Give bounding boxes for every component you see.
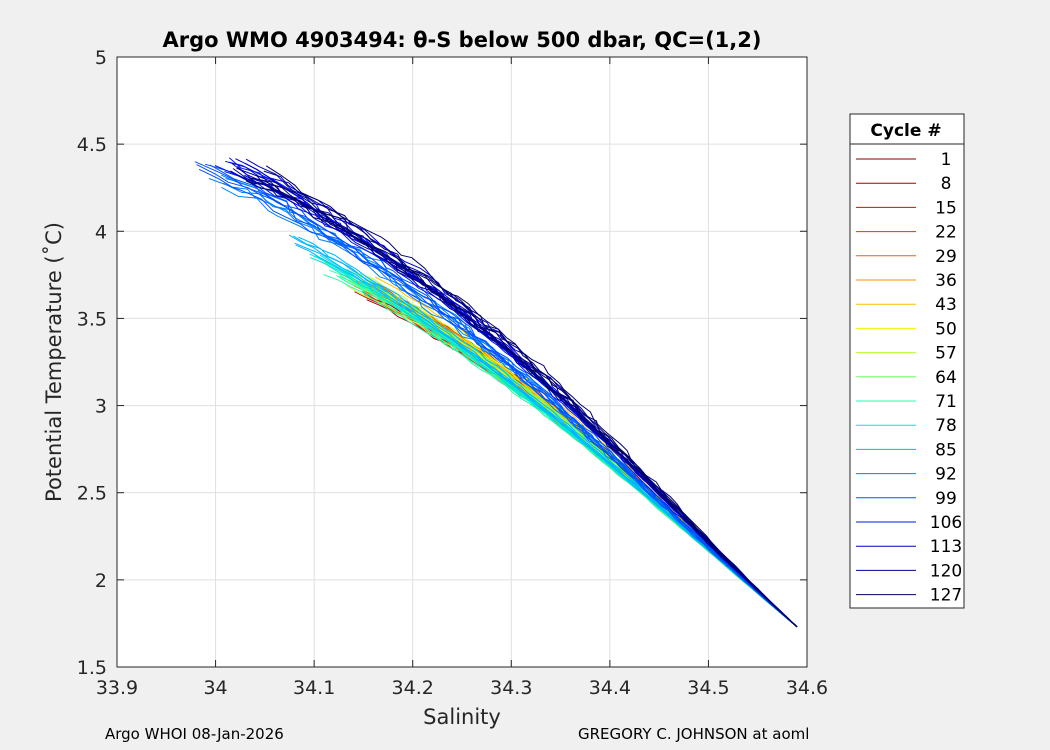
legend-label-cycle-106: 106: [930, 513, 962, 533]
profile-cycle-85: [295, 244, 798, 628]
legend-label-cycle-8: 8: [941, 174, 952, 194]
footer-left: Argo WHOI 08-Jan-2026: [105, 725, 284, 743]
legend-box: [849, 113, 965, 609]
footer-right: GREGORY C. JOHNSON at aoml: [578, 725, 810, 743]
profile-cycle-99: [194, 161, 798, 628]
plot-area: [117, 57, 807, 667]
x-tick-label: 34.6: [786, 677, 828, 699]
legend-label-cycle-1: 1: [941, 150, 952, 170]
x-tick-label: 34.2: [392, 677, 434, 699]
legend-label-cycle-120: 120: [930, 561, 962, 581]
legend: Cycle # 18152229364350576471788592991061…: [849, 113, 965, 609]
legend-label-cycle-71: 71: [935, 392, 957, 412]
y-tick-label: 2: [95, 570, 107, 592]
y-tick-label: 4: [95, 221, 107, 243]
y-tick-label: 3: [95, 396, 107, 418]
legend-label-cycle-127: 127: [930, 586, 962, 606]
legend-label-cycle-50: 50: [935, 319, 957, 339]
legend-label-cycle-15: 15: [935, 198, 957, 218]
y-tick-label: 1.5: [77, 657, 107, 679]
legend-label-cycle-64: 64: [935, 368, 957, 388]
legend-label-cycle-57: 57: [935, 344, 957, 364]
legend-label-cycle-78: 78: [935, 416, 957, 436]
legend-label-cycle-29: 29: [935, 247, 957, 267]
x-tick-label: 34: [203, 677, 227, 699]
y-axis-label: Potential Temperature (˚C): [42, 222, 66, 502]
y-tick-label: 3.5: [77, 308, 107, 330]
x-tick-label: 34.1: [293, 677, 335, 699]
profile-cycle-127: [245, 180, 798, 628]
legend-label-cycle-85: 85: [935, 440, 957, 460]
profile-cycle-92: [208, 178, 798, 628]
legend-label-cycle-22: 22: [935, 223, 957, 243]
legend-label-cycle-43: 43: [935, 295, 957, 315]
profile-cycle-127: [265, 165, 798, 628]
x-tick-label: 34.4: [589, 677, 631, 699]
legend-label-cycle-99: 99: [935, 489, 957, 509]
legend-label-cycle-36: 36: [935, 271, 957, 291]
x-axis-label: Salinity: [423, 705, 501, 729]
legend-label-cycle-113: 113: [930, 537, 962, 557]
y-tick-label: 2.5: [77, 483, 107, 505]
y-tick-label: 4.5: [77, 134, 107, 156]
x-tick-label: 34.3: [490, 677, 532, 699]
legend-label-cycle-92: 92: [935, 465, 957, 485]
axis-ticks: 33.9 34 34.1 34.2 34.3 34.4 34.5 34.6 1.5 2 2.5 3 3.…: [77, 47, 828, 699]
profile-cycle-99: [198, 168, 798, 628]
x-tick-label: 34.5: [687, 677, 729, 699]
plot-frame: [116, 56, 808, 668]
legend-title: Cycle #: [870, 121, 941, 141]
legend-entries: 1 8 15 22 29 36 43 50 57 64 71 78 85 92 99 106 113 120 127: [856, 150, 962, 606]
profile-curves: [194, 157, 798, 628]
chart-title: Argo WMO 4903494: θ-S below 500 dbar, QC…: [163, 28, 762, 52]
x-tick-label: 33.9: [96, 677, 138, 699]
profile-cycle-127: [248, 177, 798, 628]
y-tick-label: 5: [95, 47, 107, 69]
